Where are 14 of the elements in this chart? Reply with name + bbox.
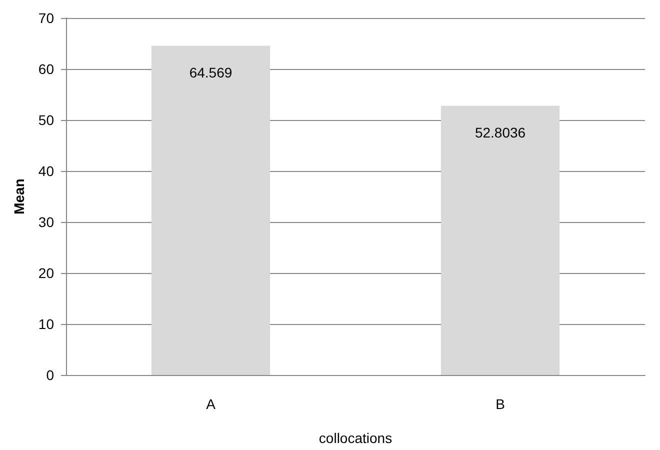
y-axis-title: Mean bbox=[11, 178, 27, 214]
y-tick-label: 60 bbox=[38, 61, 54, 77]
y-tick-label: 10 bbox=[38, 316, 54, 332]
y-tick-label: 30 bbox=[38, 214, 54, 230]
y-tick-label: 70 bbox=[38, 10, 54, 26]
x-tick-label: A bbox=[206, 396, 216, 412]
y-tick-label: 20 bbox=[38, 265, 54, 281]
y-tick-label: 40 bbox=[38, 163, 54, 179]
data-label: 52.8036 bbox=[474, 124, 526, 141]
x-axis-title: collocations bbox=[318, 430, 392, 446]
y-tick-label: 50 bbox=[38, 112, 54, 128]
y-tick-label: 0 bbox=[46, 367, 54, 383]
x-tick-label: B bbox=[496, 396, 505, 412]
data-label: 64.569 bbox=[189, 64, 232, 81]
